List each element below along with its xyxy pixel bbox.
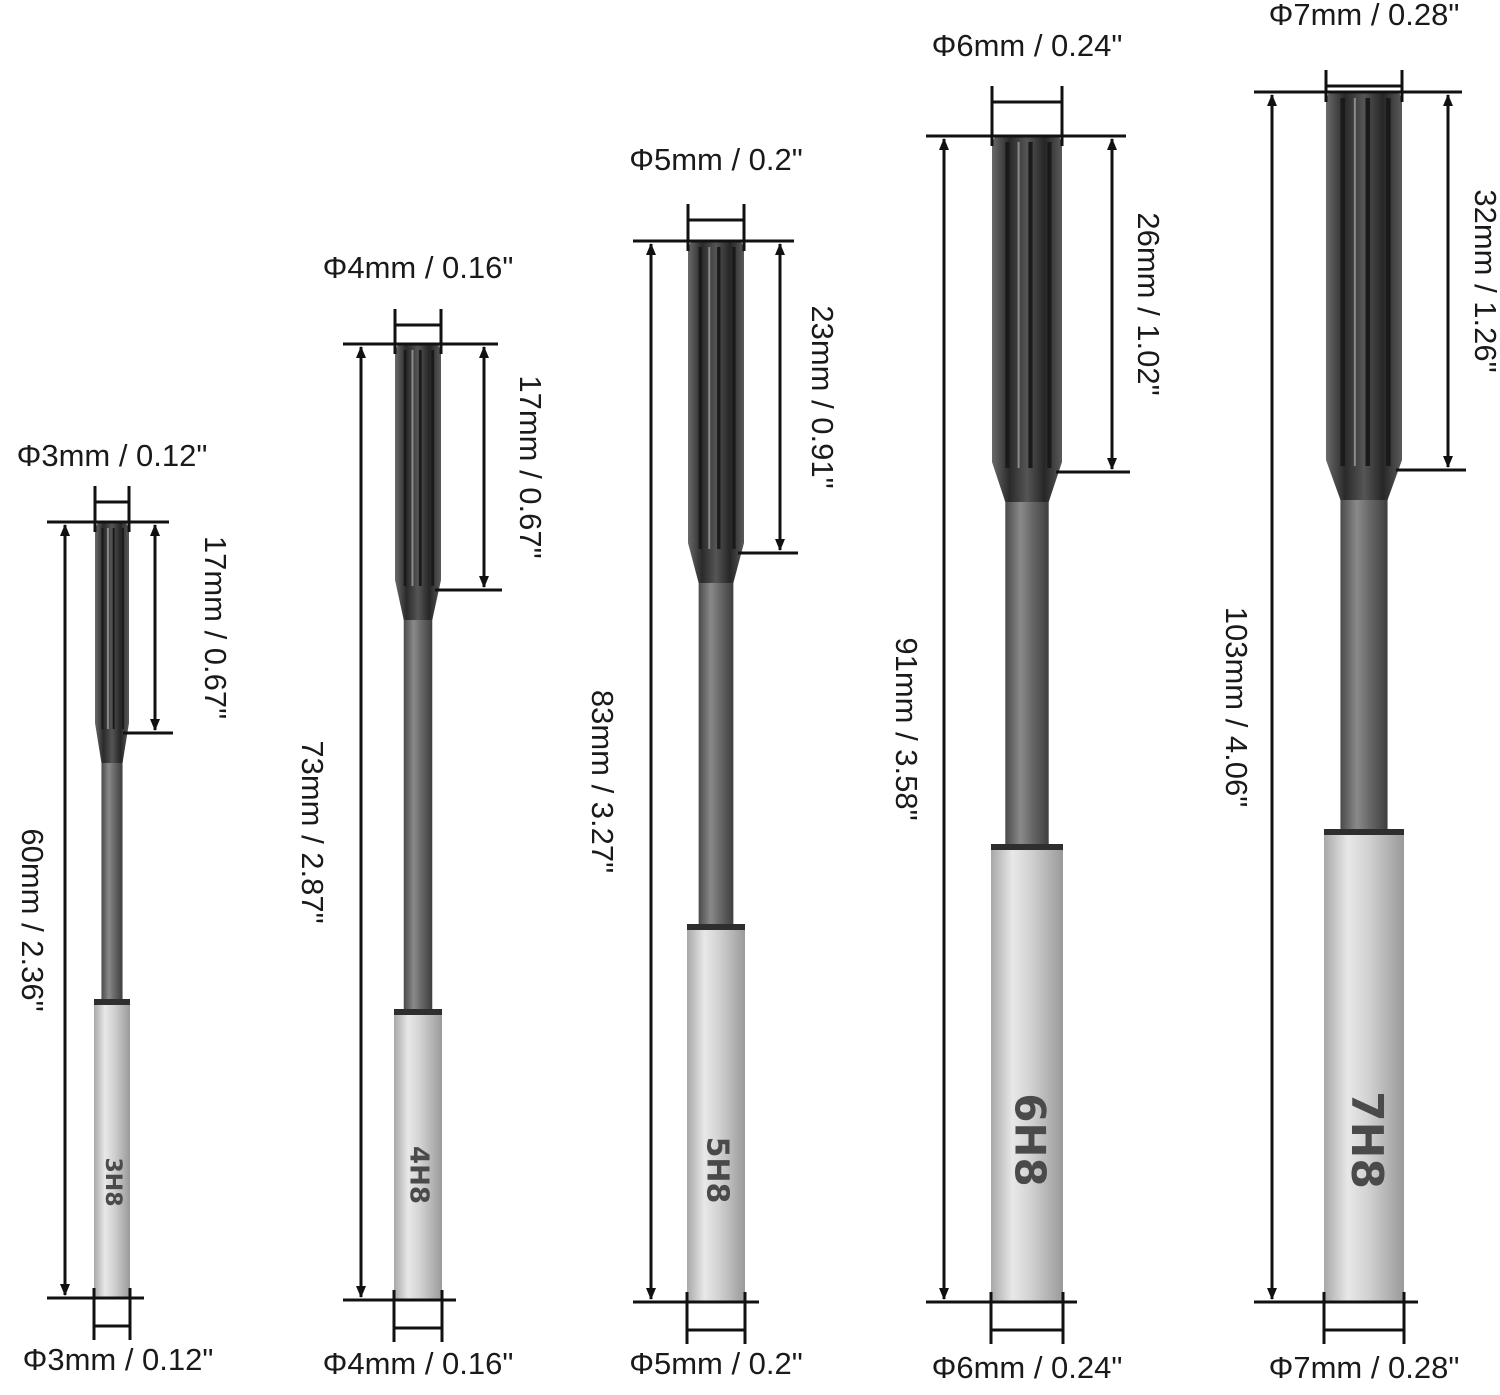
bottom-diameter-label: Φ4mm / 0.16" (323, 1346, 514, 1381)
flute-length-label: 32mm / 1.26" (1468, 189, 1500, 372)
bottom-diameter-label: Φ7mm / 0.28" (1269, 1350, 1460, 1385)
reamer-body (101, 733, 123, 1005)
bottom-diameter-label: Φ6mm / 0.24" (932, 1350, 1123, 1385)
shank-marking: 4H8 (404, 1146, 434, 1204)
top-diameter-label: Φ3mm / 0.12" (17, 438, 208, 473)
shank-marking: 3H8 (100, 1157, 125, 1206)
reamer-shank (394, 1015, 442, 1300)
flute-length-label: 23mm / 0.91" (805, 305, 840, 488)
total-length-label: 91mm / 3.58" (889, 637, 924, 820)
total-length-label: 103mm / 4.06" (1219, 607, 1254, 808)
top-diameter-label: Φ4mm / 0.16" (323, 250, 514, 285)
shank-collar (1324, 829, 1404, 837)
shank-marking: 7H8 (1341, 1091, 1392, 1189)
shank-marking: 6H8 (1006, 1093, 1055, 1187)
dimensions-5: Φ7mm / 0.28" 32mm / 1.26" 103mm / 4.06" Φ7m… (1219, 0, 1500, 1385)
total-length-label: 60mm / 2.36" (15, 828, 50, 1011)
flute-length-label: 17mm / 0.67" (198, 536, 233, 719)
reamer-4: 6H8 (991, 136, 1063, 1302)
top-diameter-label: Φ5mm / 0.2" (629, 142, 803, 177)
dimensions-1: Φ3mm / 0.12" 17mm / 0.67" 60mm / 2.36" Φ3mm… (15, 438, 233, 1377)
shank-collar (94, 999, 130, 1007)
reamer-flutes (95, 522, 129, 763)
reamer-3: 5H8 (687, 241, 745, 1302)
top-diameter-label: Φ6mm / 0.24" (932, 28, 1123, 63)
reamer-1: 3H8 (94, 522, 130, 1298)
reamer-body (1340, 470, 1388, 835)
reamer-shank (1324, 835, 1404, 1302)
flute-length-label: 26mm / 1.02" (1131, 212, 1166, 395)
shank-collar (394, 1009, 442, 1017)
reamer-body (698, 553, 734, 930)
shank-collar (991, 844, 1063, 852)
reamer-body (1005, 472, 1049, 850)
top-diameter-label: Φ7mm / 0.28" (1269, 0, 1460, 32)
flute-length-label: 17mm / 0.67" (513, 375, 548, 558)
dimensions-3: Φ5mm / 0.2" 23mm / 0.91" 83mm / 3.27" Φ5mm … (585, 142, 840, 1381)
reamer-5: 7H8 (1324, 92, 1404, 1302)
reamer-shank (94, 1005, 130, 1298)
reamer-2: 4H8 (394, 344, 442, 1300)
shank-collar (687, 924, 745, 932)
shank-marking: 5H8 (700, 1137, 735, 1204)
dimensions-2: Φ4mm / 0.16" 17mm / 0.67" 73mm / 2.87" Φ4mm… (295, 250, 548, 1381)
reamer-shank (991, 850, 1063, 1302)
total-length-label: 73mm / 2.87" (295, 740, 330, 923)
bottom-diameter-label: Φ5mm / 0.2" (629, 1346, 803, 1381)
dimensions-4: Φ6mm / 0.24" 26mm / 1.02" 91mm / 3.58" Φ6mm… (889, 28, 1166, 1385)
reamer-shank (687, 930, 745, 1302)
total-length-label: 83mm / 3.27" (585, 690, 620, 873)
bottom-diameter-label: Φ3mm / 0.12" (23, 1342, 214, 1377)
reamer-body (403, 590, 433, 1015)
